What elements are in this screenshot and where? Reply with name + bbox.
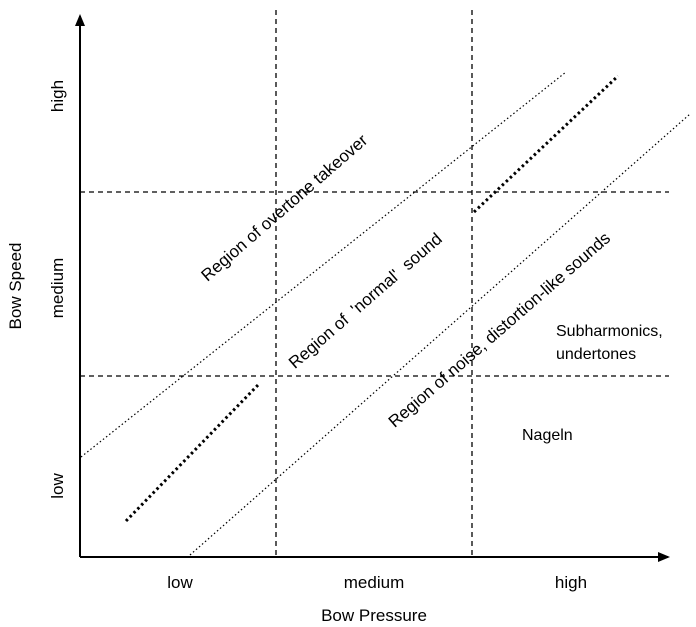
x-axis-title: Bow Pressure — [321, 606, 427, 625]
y-axis-title: Bow Speed — [6, 243, 25, 330]
region-undertones-label: undertones — [556, 346, 636, 363]
y-tick-high: high — [48, 80, 67, 112]
region-nageln-label: Nageln — [522, 427, 573, 444]
lower-boundary-line — [189, 113, 691, 556]
x-tick-medium: medium — [344, 573, 404, 592]
x-tick-high: high — [555, 573, 587, 592]
normal-sound-line-lower — [124, 383, 260, 523]
normal-sound-line-upper — [472, 74, 620, 214]
upper-boundary-line — [80, 71, 567, 458]
y-tick-low: low — [48, 473, 67, 499]
y-tick-medium: medium — [48, 258, 67, 318]
x-tick-low: low — [167, 573, 193, 592]
region-overtone-label: Region of overtone takeover — [198, 130, 372, 285]
region-subharmonics-label: Subharmonics, — [556, 323, 663, 340]
